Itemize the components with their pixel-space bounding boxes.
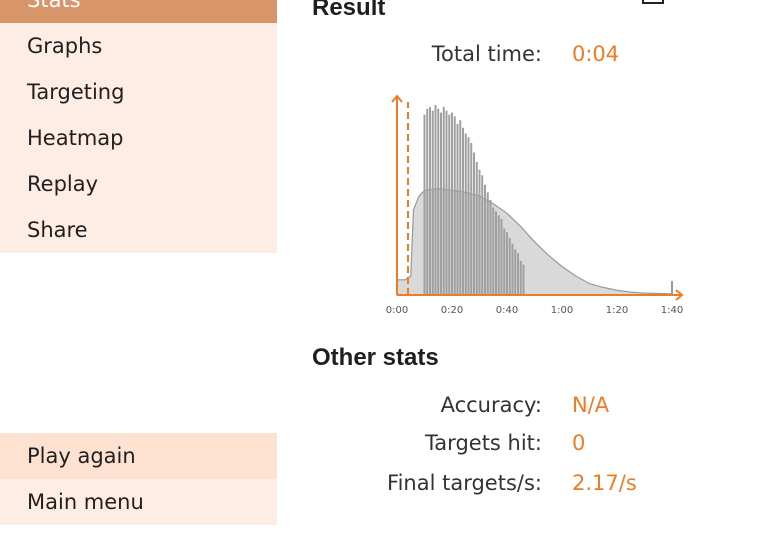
x-tick-label: 0:20 [441,305,463,316]
final-rate-label: Final targets/s: [387,471,542,495]
side-menu: Stats Graphs Targeting Heatmap Replay Sh… [0,0,277,253]
menu-item-share[interactable]: Share [0,207,277,253]
menu-item-stats[interactable]: Stats [0,0,277,23]
x-tick-label: 0:00 [386,305,408,316]
x-tick-label: 1:40 [661,305,683,316]
play-again-button[interactable]: Play again [0,433,277,479]
accuracy-label: Accuracy: [440,393,542,417]
final-rate-row: Final targets/s: 2.17/s [312,471,772,505]
total-time-label: Total time: [431,42,542,66]
targets-hit-row: Targets hit: 0 [312,431,772,465]
menu-item-heatmap[interactable]: Heatmap [0,115,277,161]
final-rate-value: 2.17/s [572,471,637,495]
x-tick-label: 1:00 [551,305,573,316]
total-time-row: Total time: 0:04 [312,42,772,76]
menu-item-targeting[interactable]: Targeting [0,69,277,115]
x-axis-arrow-icon [675,289,684,301]
other-stats-heading: Other stats [312,344,439,371]
targets-hit-label: Targets hit: [424,431,542,455]
window-control-icon[interactable] [642,0,664,4]
result-heading: Result [312,0,386,21]
targets-hit-value: 0 [572,431,586,455]
menu-item-graphs[interactable]: Graphs [0,23,277,69]
menu-item-replay[interactable]: Replay [0,161,277,207]
bottom-menu: Play again Main menu [0,433,277,525]
time-distribution-chart: 0:00 0:20 0:40 1:00 1:20 1:40 [386,94,684,316]
accuracy-row: Accuracy: N/A [312,393,772,427]
accuracy-value: N/A [572,393,610,417]
main-menu-button[interactable]: Main menu [0,479,277,525]
y-axis-arrow-icon [391,94,403,103]
total-time-value: 0:04 [572,42,620,66]
x-tick-label: 1:20 [606,305,628,316]
x-tick-label: 0:40 [496,305,518,316]
